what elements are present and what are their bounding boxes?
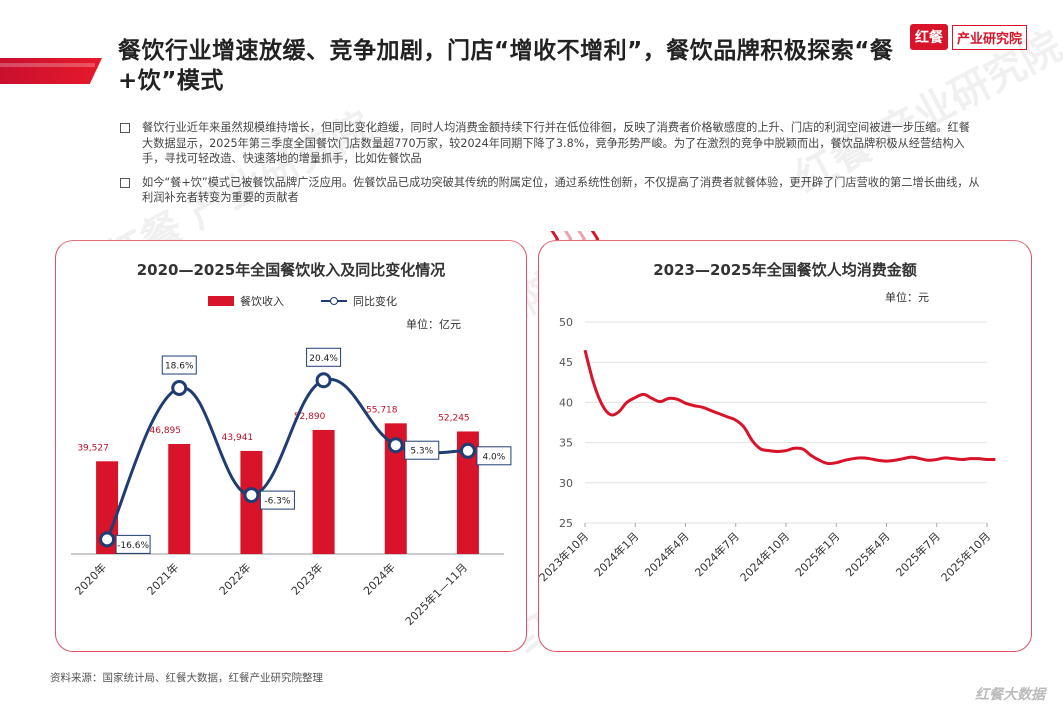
x-tick-label: 2024年1月	[591, 529, 641, 579]
y-tick-label: 35	[559, 437, 573, 450]
bullet-square-icon	[120, 177, 130, 188]
chart-title: 2023—2025年全国餐饮人均消费金额	[653, 261, 917, 279]
yoy-value-label: -16.6%	[117, 541, 149, 551]
footer-logo: 红餐大数据	[975, 687, 1045, 703]
yoy-label-box	[259, 490, 295, 510]
bar-value-label: 46,895	[150, 426, 182, 436]
bullet-text: 餐饮行业近年来虽然规模维持增长，但同比变化趋缓，同时人均消费金额持续下行并在低位…	[142, 121, 970, 165]
yoy-point	[243, 487, 260, 504]
y-tick-label: 45	[559, 356, 573, 369]
yoy-value-label: 20.4%	[309, 354, 338, 364]
bullet-square-icon	[120, 123, 130, 133]
spend-chart: 25 30 35 40 45 50 2023年10月 2024年1月 2024年4月 2024年7…	[539, 316, 996, 584]
title-accent-bar	[0, 58, 102, 84]
bar	[168, 444, 191, 554]
x-tick-label: 2023年	[288, 560, 325, 597]
chart-title: 2020—2025年全国餐饮收入及同比变化情况	[136, 261, 446, 279]
x-tick-label: 2025年1—11月	[402, 560, 470, 628]
x-tick-label: 2020年	[72, 560, 109, 597]
x-tick-label: 2025年10月	[938, 529, 993, 584]
bar-value-label: 39,527	[77, 443, 109, 453]
income-chart-panel: 2020—2025年全国餐饮收入及同比变化情况 餐饮收入 同比变化 单位：亿元 …	[55, 240, 527, 652]
bar-value-label: 52,245	[438, 413, 470, 423]
brand-logo: 红餐 产业研究院	[909, 24, 1027, 50]
legend-item-line: 同比变化	[321, 293, 397, 309]
yoy-point	[459, 442, 476, 459]
income-chart: 39,527 2020年 46,895 2021年 43,941 2022年 52,890 2…	[71, 347, 512, 628]
bullet-list: 餐饮行业近年来虽然规模维持增长，但同比变化趋缓，同时人均消费金额持续下行并在低位…	[120, 120, 980, 214]
bullet-item: 如今“餐+饮”模式已被餐饮品牌广泛应用。佐餐饮品已成功突破其传统的附属定位，通过…	[120, 175, 980, 206]
yoy-point	[171, 380, 188, 397]
legend-bar-swatch	[208, 296, 234, 306]
source-note: 资料来源：国家统计局、红餐大数据，红餐产业研究院整理	[50, 672, 323, 684]
legend-line-swatch	[321, 296, 347, 306]
legend-item-bar: 餐饮收入	[208, 293, 284, 309]
yoy-label-box	[476, 446, 512, 466]
bar	[456, 431, 479, 554]
spend-chart-panel: 2023—2025年全国餐饮人均消费金额 单位：元 25 30 35 40 45 50 20…	[538, 240, 1032, 652]
legend-label: 同比变化	[353, 295, 397, 308]
chart-unit: 单位：亿元	[406, 318, 461, 331]
chart-unit: 单位：元	[885, 291, 929, 304]
spend-line	[583, 349, 996, 466]
yoy-label-box	[404, 440, 440, 460]
x-tick-label: 2022年	[216, 560, 253, 597]
y-tick-label: 40	[559, 396, 573, 409]
yoy-point	[315, 372, 332, 389]
yoy-label-box	[161, 355, 197, 375]
x-tick-label: 2025年4月	[842, 529, 892, 579]
bullet-text: 如今“餐+饮”模式已被餐饮品牌广泛应用。佐餐饮品已成功突破其传统的附属定位，通过…	[142, 175, 980, 205]
y-tick-label: 25	[559, 517, 573, 530]
bar-value-label: 43,941	[222, 433, 254, 443]
x-tick-label: 2025年7月	[893, 529, 943, 579]
brand-logo-text: 产业研究院	[951, 24, 1027, 50]
y-tick-label: 30	[559, 477, 573, 490]
yoy-value-label: -6.3%	[264, 497, 291, 507]
yoy-value-label: 4.0%	[482, 452, 505, 462]
x-tick-label: 2024年10月	[737, 529, 792, 584]
yoy-point	[387, 437, 404, 454]
page-title: 餐饮行业增速放缓、竞争加剧，门店“增收不增利”，餐饮品牌积极探索“餐+饮”模式	[118, 38, 894, 94]
x-tick-label: 2021年	[144, 560, 181, 597]
yoy-point	[99, 531, 116, 548]
yoy-value-label: 5.3%	[410, 447, 433, 457]
bar	[96, 461, 119, 554]
title-accent-stripe	[0, 63, 95, 67]
x-tick-label: 2024年	[360, 560, 397, 597]
legend-label: 餐饮收入	[240, 295, 284, 308]
yoy-label-box	[115, 534, 151, 554]
yoy-label-box	[306, 347, 342, 367]
x-tick-label: 2024年4月	[641, 529, 691, 579]
bar	[312, 429, 335, 554]
bar	[384, 423, 407, 554]
x-tick-label: 2023年10月	[539, 529, 591, 584]
brand-logo-mark: 红餐	[909, 24, 948, 50]
x-tick-label: 2024年7月	[692, 529, 742, 579]
bullet-item: 餐饮行业近年来虽然规模维持增长，但同比变化趋缓，同时人均消费金额持续下行并在低位…	[120, 120, 980, 167]
x-tick-label: 2025年1月	[792, 529, 842, 579]
y-tick-label: 50	[559, 316, 573, 329]
bar-value-label: 52,890	[294, 412, 326, 422]
yoy-value-label: 18.6%	[165, 362, 194, 372]
bar-value-label: 55,718	[366, 405, 398, 415]
